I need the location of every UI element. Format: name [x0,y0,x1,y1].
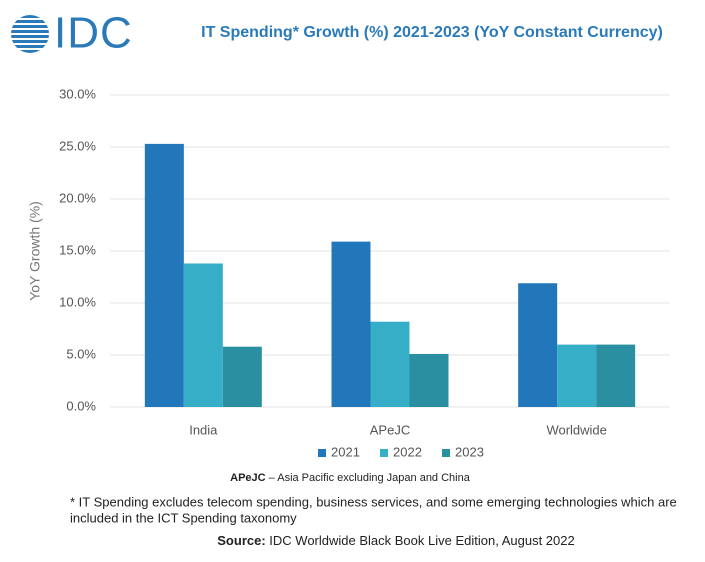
bar [557,344,597,407]
bar [409,353,449,407]
abbr-note: APeJC – Asia Pacific excluding Japan and… [230,472,471,484]
x-tick-label: APeJC [370,422,410,437]
footnote: * IT Spending excludes telecom spending,… [70,494,677,509]
bar [144,143,184,407]
x-tick-label: Worldwide [546,422,606,437]
y-axis-label: YoY Growth (%) [27,201,43,301]
logo-text: IDC [54,9,133,58]
bar [518,283,558,407]
legend-swatch [380,449,388,457]
y-tick-label: 5.0% [66,346,96,361]
bar [183,263,223,407]
chart-title: IT Spending* Growth (%) 2021-2023 (YoY C… [201,24,663,41]
legend-swatch [318,449,326,457]
legend-label: 2023 [455,444,484,459]
y-tick-label: 30.0% [59,86,96,101]
y-tick-label: 15.0% [59,242,96,257]
legend-label: 2021 [331,444,360,459]
y-tick-label: 0.0% [66,398,96,413]
y-tick-label: 20.0% [59,190,96,205]
bar [222,346,262,407]
legend-swatch [442,449,450,457]
logo-globe [11,15,49,53]
legend-label: 2022 [393,444,422,459]
y-tick-label: 25.0% [59,138,96,153]
bar [331,241,371,407]
y-tick-label: 10.0% [59,294,96,309]
source: Source: IDC Worldwide Black Book Live Ed… [217,533,574,548]
abbr-text: – Asia Pacific excluding Japan and China [266,472,471,484]
bar [370,321,410,407]
abbr: APeJC [230,472,266,484]
x-tick-label: India [189,422,218,437]
source-label: Source: [217,533,265,548]
footnote: included in the ICT Spending taxonomy [70,510,297,525]
source-text: IDC Worldwide Black Book Live Edition, A… [266,533,575,548]
bar [596,344,636,407]
